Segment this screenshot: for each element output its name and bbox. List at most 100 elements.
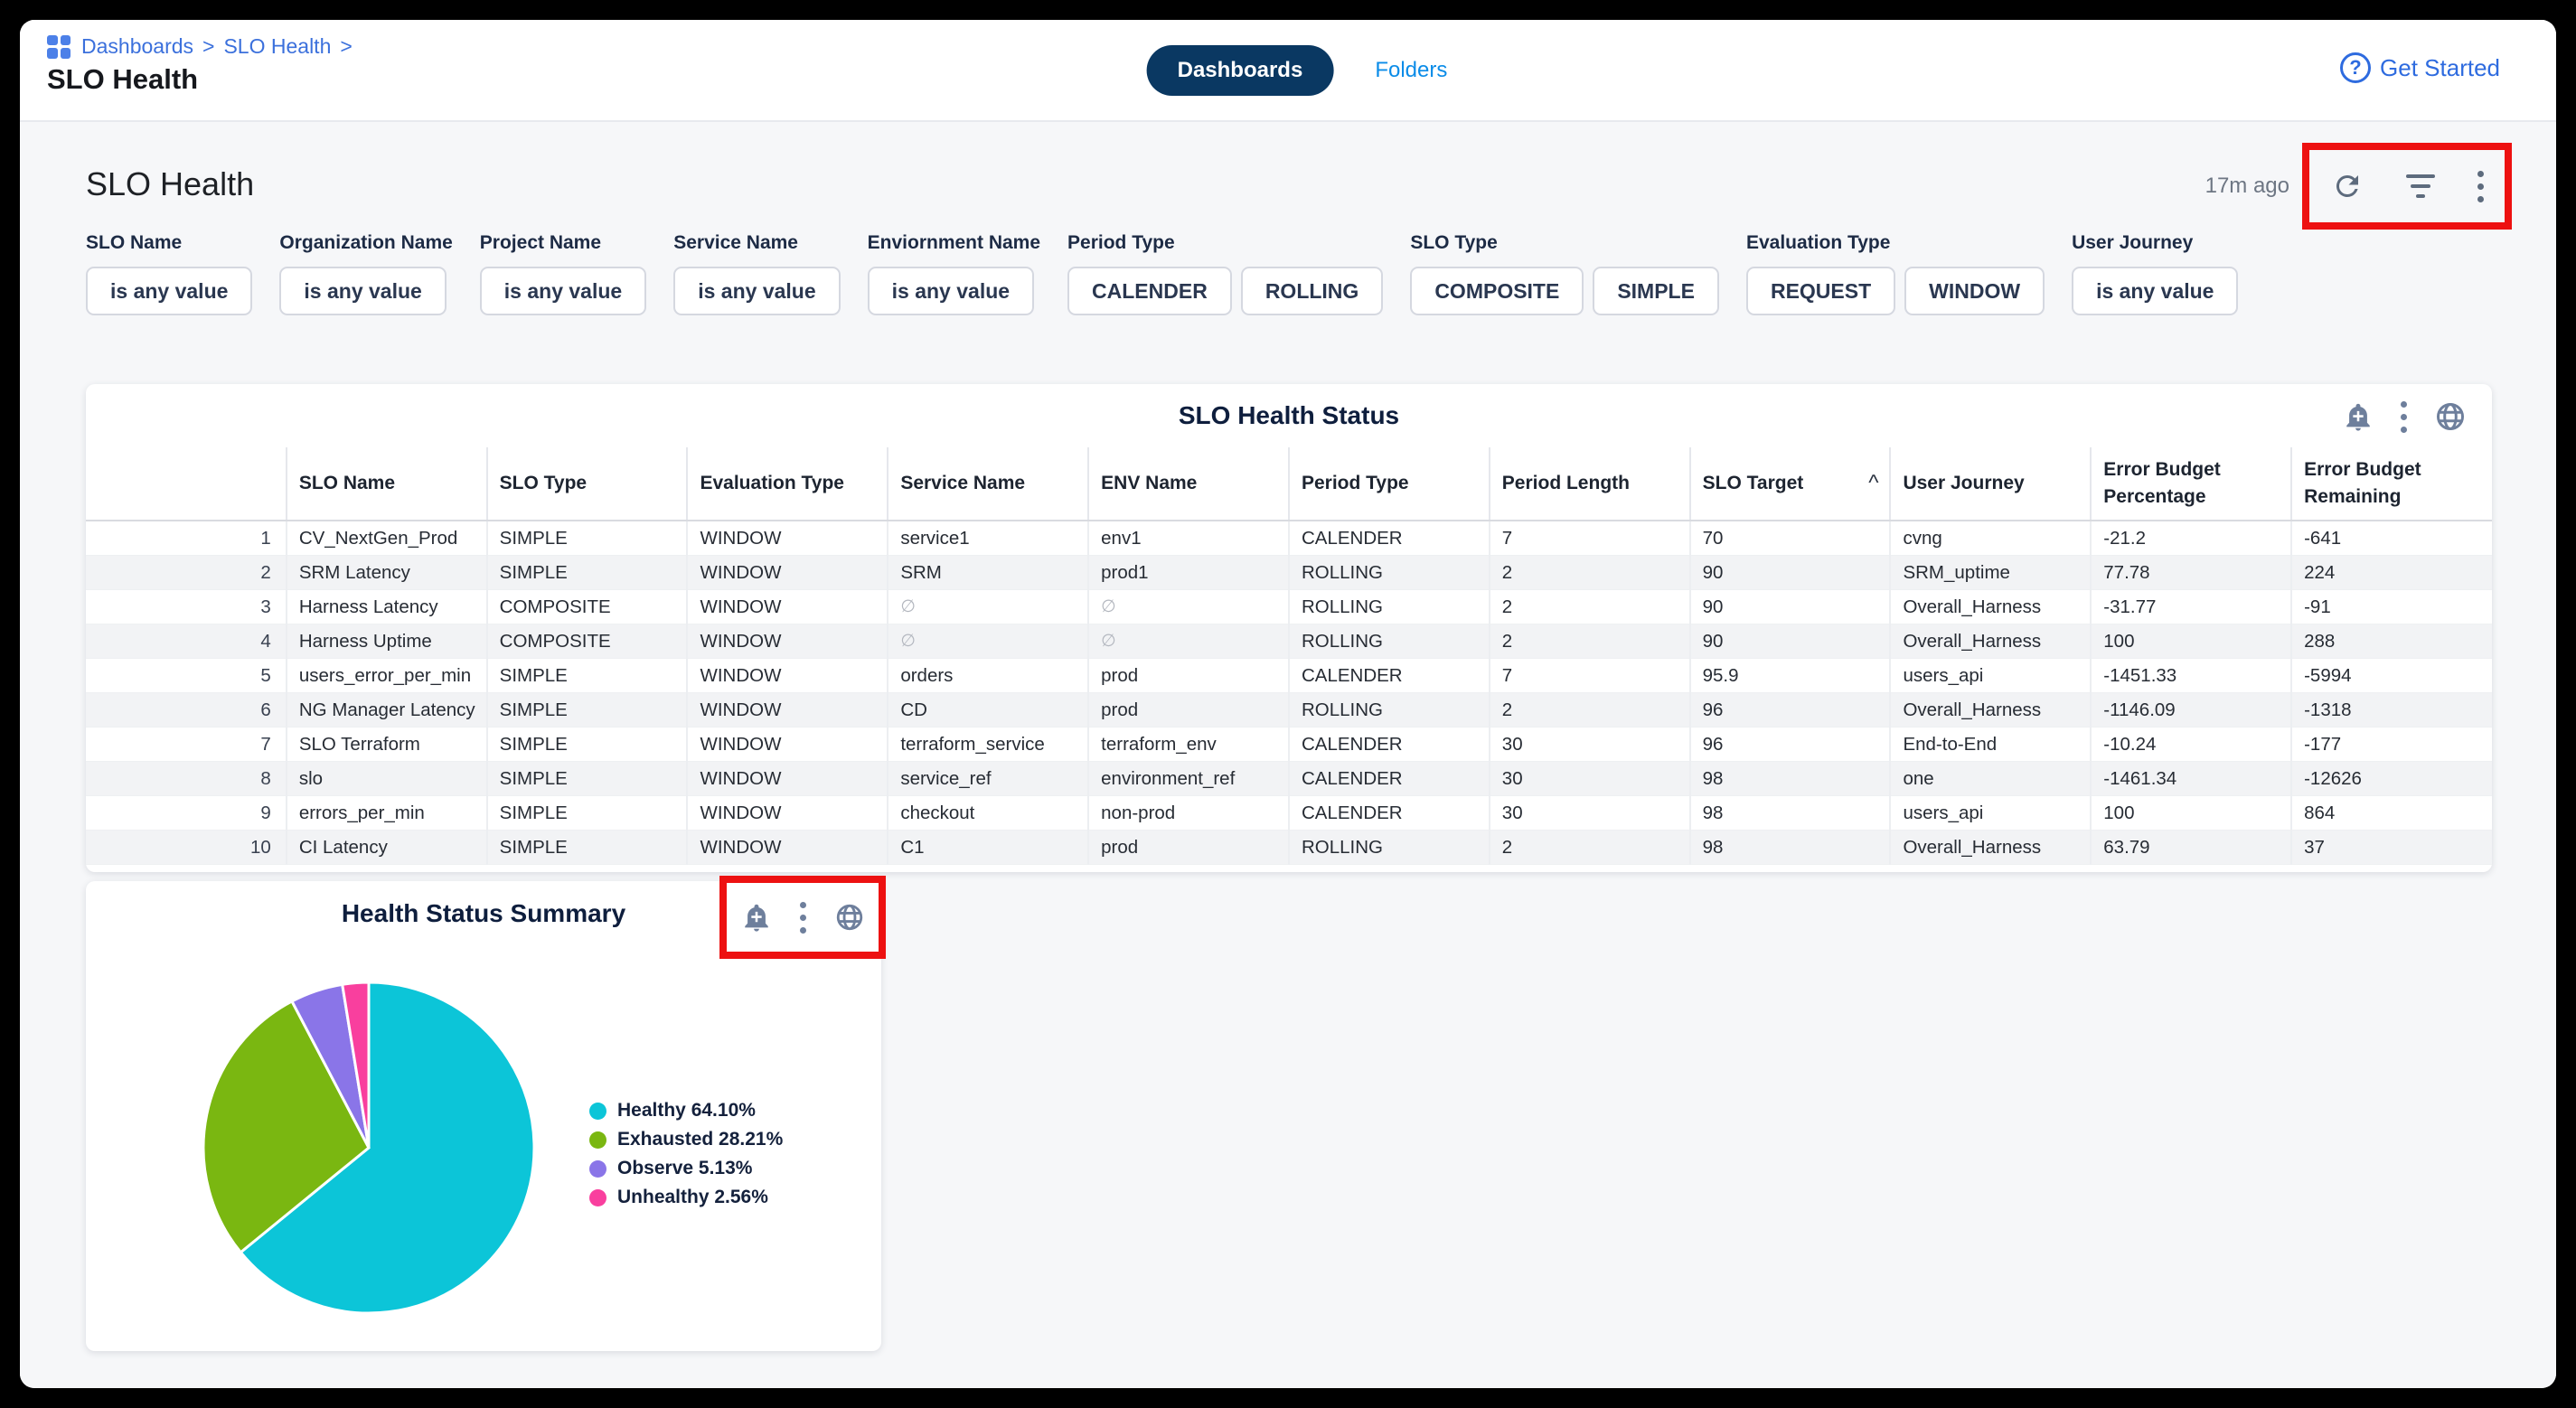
filter-option-button[interactable]: is any value: [2072, 267, 2239, 315]
table-cell: service_ref: [887, 761, 1089, 796]
table-cell: WINDOW: [686, 692, 888, 727]
table-cell: 2: [1488, 555, 1690, 590]
column-header-label: Error Budget Remaining: [2304, 458, 2421, 507]
filter-option-button[interactable]: is any value: [867, 267, 1035, 315]
legend-dot: [589, 1131, 606, 1149]
help-question-icon: ?: [2340, 52, 2372, 83]
column-header[interactable]: SLO Name: [285, 447, 487, 521]
legend-item-unhealthy[interactable]: Unhealthy 2.56%: [589, 1187, 783, 1208]
filter-option-button[interactable]: SIMPLE: [1593, 267, 1719, 315]
row-number-cell: 3: [86, 589, 287, 624]
filter-option-button[interactable]: CALENDER: [1067, 267, 1232, 315]
dashboard-menu-button[interactable]: [2477, 170, 2484, 202]
column-header[interactable]: Error Budget Remaining: [2290, 447, 2492, 521]
row-number-cell: 6: [86, 692, 287, 727]
table-cell: WINDOW: [686, 624, 888, 659]
tab-folders[interactable]: Folders: [1375, 58, 1448, 82]
globe-icon[interactable]: [2434, 400, 2467, 433]
table-cell: SRM Latency: [285, 555, 487, 590]
table-cell: -641: [2290, 521, 2492, 556]
column-header[interactable]: Evaluation Type: [686, 447, 888, 521]
filter-options: COMPOSITE SIMPLE: [1410, 267, 1719, 315]
refresh-icon: [2336, 174, 2358, 197]
table-row: 4 Harness Uptime COMPOSITE WINDOW ∅ ∅ ROLLING 2…: [86, 624, 2492, 659]
table-row: 2 SRM Latency SIMPLE WINDOW SRM prod1 ROLLING 2…: [86, 555, 2492, 590]
filter-group-user-journey: User Journey is any value: [2072, 232, 2239, 315]
card-menu-icon[interactable]: [799, 901, 806, 934]
filter-option-button[interactable]: is any value: [279, 267, 447, 315]
filter-options: CALENDER ROLLING: [1067, 267, 1384, 315]
pie-slice-exhausted[interactable]: [202, 999, 371, 1254]
table-cell: -1451.33: [2090, 658, 2292, 693]
table-cell: orders: [887, 658, 1089, 693]
filter-option-button[interactable]: is any value: [479, 267, 647, 315]
table-cell: 224: [2290, 555, 2492, 590]
breadcrumb-link[interactable]: SLO Health: [223, 34, 332, 58]
app-window: Dashboards > SLO Health > SLO Health Dashbo…: [20, 20, 2556, 1388]
bell-plus-icon[interactable]: [741, 902, 772, 933]
breadcrumb-items: Dashboards > SLO Health >: [81, 34, 353, 59]
legend-dot: [589, 1102, 606, 1120]
table-cell: prod: [1087, 830, 1289, 865]
column-header-label: SLO Type: [499, 472, 588, 493]
legend-label: Observe 5.13%: [617, 1158, 753, 1178]
refresh-button[interactable]: [2331, 170, 2364, 202]
filter-option-button[interactable]: is any value: [673, 267, 841, 315]
column-header-label: Period Length: [1501, 472, 1630, 493]
tab-dashboards[interactable]: Dashboards: [1146, 45, 1334, 96]
table-card-actions: [2343, 400, 2467, 433]
filter-option-button[interactable]: COMPOSITE: [1410, 267, 1584, 315]
legend-label: Healthy 64.10%: [617, 1100, 756, 1121]
column-header-inner: Error Budget Remaining: [2304, 456, 2492, 512]
column-header[interactable]: User Journey: [1889, 447, 2092, 521]
pie-slice-unhealthy[interactable]: [340, 981, 371, 1149]
dashboard-title: SLO Health: [86, 165, 255, 202]
column-header[interactable]: Error Budget Percentage: [2090, 447, 2292, 521]
table-cell: environment_ref: [1087, 761, 1289, 796]
globe-icon[interactable]: [834, 902, 865, 933]
card-menu-icon[interactable]: [2401, 400, 2407, 433]
filter-group-organization-name: Organization Name is any value: [279, 232, 453, 315]
legend-item-exhausted[interactable]: Exhausted 28.21%: [589, 1129, 783, 1150]
column-header[interactable]: Service Name: [887, 447, 1089, 521]
bell-plus-icon[interactable]: [2343, 401, 2374, 432]
table-cell: 77.78: [2090, 555, 2292, 590]
table-cell: 100: [2090, 624, 2292, 659]
pie-slice-healthy[interactable]: [239, 981, 536, 1315]
table-cell: 63.79: [2090, 830, 2292, 865]
filter-label: Evaluation Type: [1745, 232, 1891, 253]
row-number-cell: 8: [86, 761, 287, 796]
breadcrumb-link[interactable]: Dashboards: [81, 34, 194, 58]
table-cell: 2: [1488, 692, 1690, 727]
filter-option-button[interactable]: REQUEST: [1745, 267, 1896, 315]
table-cell: SRM_uptime: [1889, 555, 2092, 590]
column-header[interactable]: SLO Type: [485, 447, 688, 521]
get-started-button[interactable]: ? Get Started: [2340, 52, 2500, 83]
chart-card-title: Health Status Summary: [341, 899, 626, 927]
filter-button[interactable]: [2405, 174, 2435, 198]
column-header[interactable]: SLO Target ^: [1688, 447, 1891, 521]
table-cell: WINDOW: [686, 761, 888, 796]
legend-item-observe[interactable]: Observe 5.13%: [589, 1158, 783, 1179]
table-cell: -21.2: [2090, 521, 2292, 556]
filter-option-button[interactable]: is any value: [86, 267, 253, 315]
filter-group-project-name: Project Name is any value: [479, 232, 647, 315]
column-header-label: User Journey: [1903, 472, 2025, 493]
column-header[interactable]: Period Type: [1287, 447, 1490, 521]
column-header-label: ENV Name: [1101, 472, 1198, 493]
filter-label: SLO Name: [86, 232, 183, 253]
table-cell: 98: [1688, 830, 1891, 865]
column-header[interactable]: ENV Name: [1087, 447, 1289, 521]
table-cell: 288: [2290, 624, 2492, 659]
table-cell: ∅: [887, 624, 1089, 659]
table-cell: WINDOW: [686, 555, 888, 590]
filter-option-button[interactable]: ROLLING: [1240, 267, 1384, 315]
table-header-row: SLO Name SLO Type Evaluation Type Service N…: [86, 447, 2492, 521]
filter-option-button[interactable]: WINDOW: [1904, 267, 2045, 315]
legend-item-healthy[interactable]: Healthy 64.10%: [589, 1100, 783, 1122]
filter-options: is any value: [86, 267, 253, 315]
table-cell: terraform_env: [1087, 727, 1289, 762]
filter-group-evaluation-type: Evaluation Type REQUEST WINDOW: [1745, 232, 2045, 315]
column-header[interactable]: Period Length: [1488, 447, 1690, 521]
table-cell: -5994: [2290, 658, 2492, 693]
